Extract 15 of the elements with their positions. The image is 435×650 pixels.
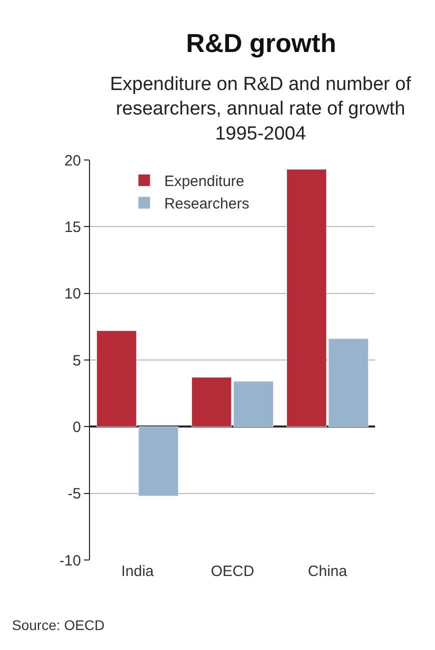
y-tick-label: 10: [64, 286, 81, 303]
source-note: Source: OECD: [12, 617, 105, 633]
x-tick-label: China: [308, 563, 348, 580]
chart-subtitle: Expenditure on R&D and number of researchers, annual rate of growth 1995-2004: [110, 74, 412, 144]
y-tick-label: -10: [59, 552, 81, 570]
legend-label: Researchers: [164, 196, 250, 213]
legend-label: Expenditure: [164, 173, 244, 190]
y-tick-label: 0: [72, 418, 81, 436]
x-tick-label: OECD: [210, 563, 254, 580]
x-tick-label: India: [121, 563, 154, 580]
y-tick-label: 20: [64, 152, 81, 170]
y-tick-label: -5: [68, 486, 81, 503]
y-tick-label: 15: [64, 218, 81, 236]
chart-title: R&D growth: [186, 28, 336, 58]
y-tick-label: 5: [72, 352, 81, 370]
